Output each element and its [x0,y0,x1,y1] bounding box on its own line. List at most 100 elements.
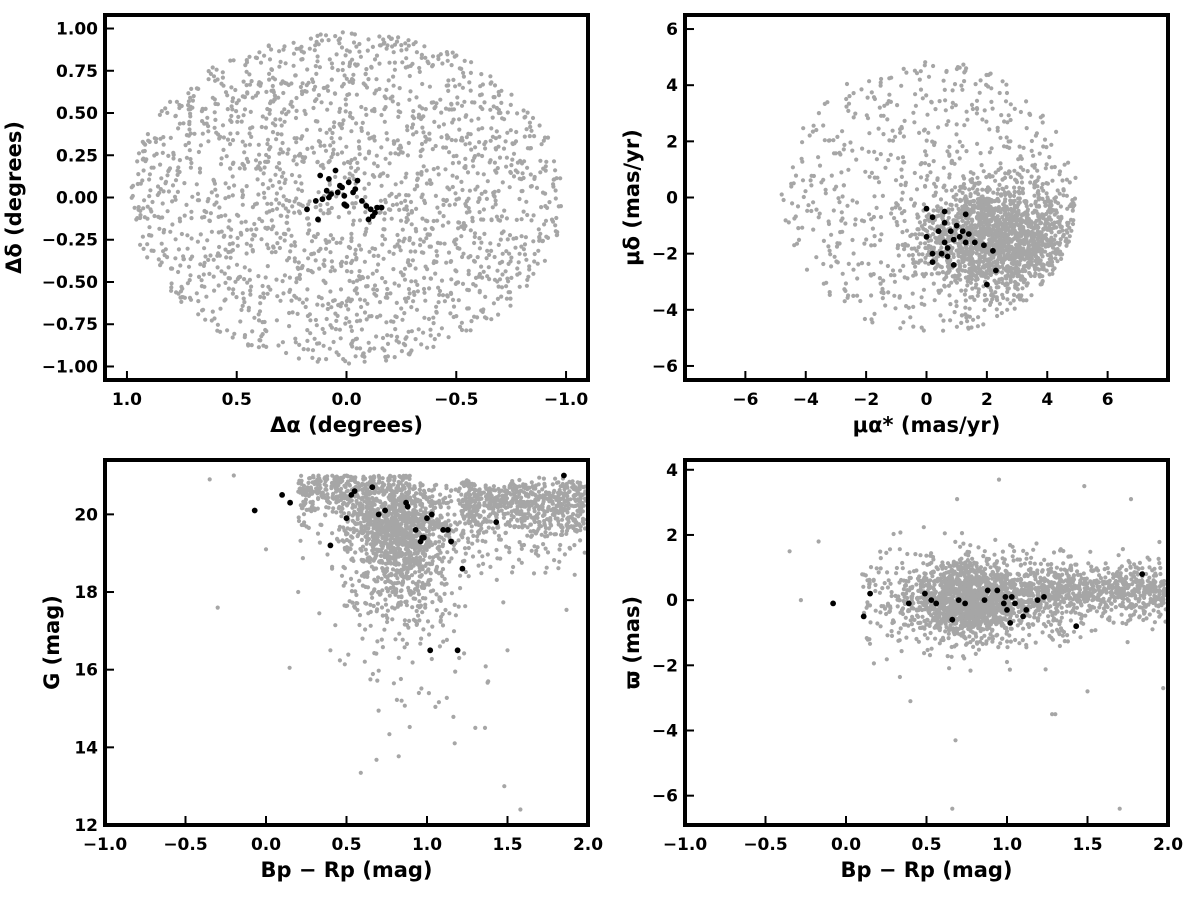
field-star-point [256,274,261,279]
field-star-point [279,110,285,115]
field-star-point [468,254,473,259]
field-star-point [872,96,878,102]
field-star-point [1050,271,1055,276]
field-star-point [282,80,287,85]
field-star-point [163,181,168,186]
field-star-point [816,155,821,160]
field-star-point [480,275,485,280]
field-star-point [463,604,468,609]
field-star-point [351,72,356,77]
field-star-point [1041,236,1046,241]
field-star-point [1041,144,1046,149]
field-star-point [230,248,235,253]
field-star-point [383,200,388,205]
field-star-point [913,232,918,237]
field-star-point [453,138,458,143]
field-star-point [451,117,456,122]
field-star-point [885,263,891,269]
field-star-point [880,286,885,292]
field-star-point [469,147,474,152]
field-star-point [986,233,991,238]
field-star-point [153,139,158,145]
field-star-point [339,150,345,155]
field-star-point [313,258,318,263]
field-star-point [1029,293,1034,298]
field-star-point [993,230,998,235]
field-star-point [220,70,225,75]
field-star-point [344,316,349,321]
field-star-point [1064,177,1069,182]
field-star-point [449,63,454,68]
field-star-point [940,229,946,234]
field-star-point [414,206,419,211]
field-star-point [406,140,411,146]
field-star-point [521,209,526,214]
field-star-point [190,254,195,259]
field-star-point [902,218,907,224]
field-star-point [281,203,286,208]
field-star-point [947,153,952,158]
field-star-point [333,174,338,179]
field-star-point [396,580,401,585]
field-star-point [1009,261,1014,266]
field-star-point [912,120,917,125]
field-star-point [994,215,999,220]
field-star-point [883,303,888,308]
field-star-point [140,178,145,183]
field-star-point [926,162,932,168]
field-star-point [239,119,244,124]
field-star-point [1020,191,1026,196]
field-star-point [1029,238,1034,243]
field-star-point [174,99,179,104]
field-star-point [957,272,962,277]
field-star-point [1017,191,1022,196]
field-star-point [229,119,234,124]
field-star-point [936,125,941,130]
field-star-point [408,89,413,94]
field-star-point [938,197,944,202]
field-star-point [978,151,983,156]
field-star-point [195,239,200,244]
field-star-point [997,217,1002,222]
field-star-point [207,218,212,224]
member-star-point [326,176,332,182]
field-star-point [408,249,413,254]
field-star-point [464,135,469,140]
field-star-point [1018,165,1023,170]
field-star-point [477,93,483,98]
field-star-point [215,102,220,107]
field-star-point [420,216,425,221]
field-star-point [1026,263,1031,268]
field-star-point [418,116,424,122]
field-star-point [404,47,409,52]
field-star-point [234,295,239,300]
field-star-point [981,227,986,232]
x-axis-label: μα* (mas/yr) [853,413,1001,437]
field-star-point [277,161,282,166]
field-star-point [1023,218,1028,224]
field-star-point [854,200,860,205]
field-star-point [965,279,970,284]
field-star-point [275,241,280,246]
field-star-point [279,132,284,137]
field-star-point [358,546,363,552]
field-star-point [903,183,908,188]
field-star-point [296,260,301,265]
field-star-point [1037,272,1042,278]
field-star-point [946,215,951,220]
field-star-point [995,298,1000,303]
field-star-point [396,102,401,107]
field-star-point [389,216,394,221]
field-star-point [492,160,497,165]
field-star-point [161,142,166,147]
field-star-point [826,221,832,227]
field-star-point [245,91,250,96]
field-star-point [1018,277,1023,282]
field-star-point [328,143,333,148]
field-star-point [467,80,472,85]
field-star-point [276,343,281,348]
field-star-point [410,258,415,263]
field-star-point [167,166,173,171]
field-star-point [1005,240,1011,245]
field-star-point [349,238,354,244]
